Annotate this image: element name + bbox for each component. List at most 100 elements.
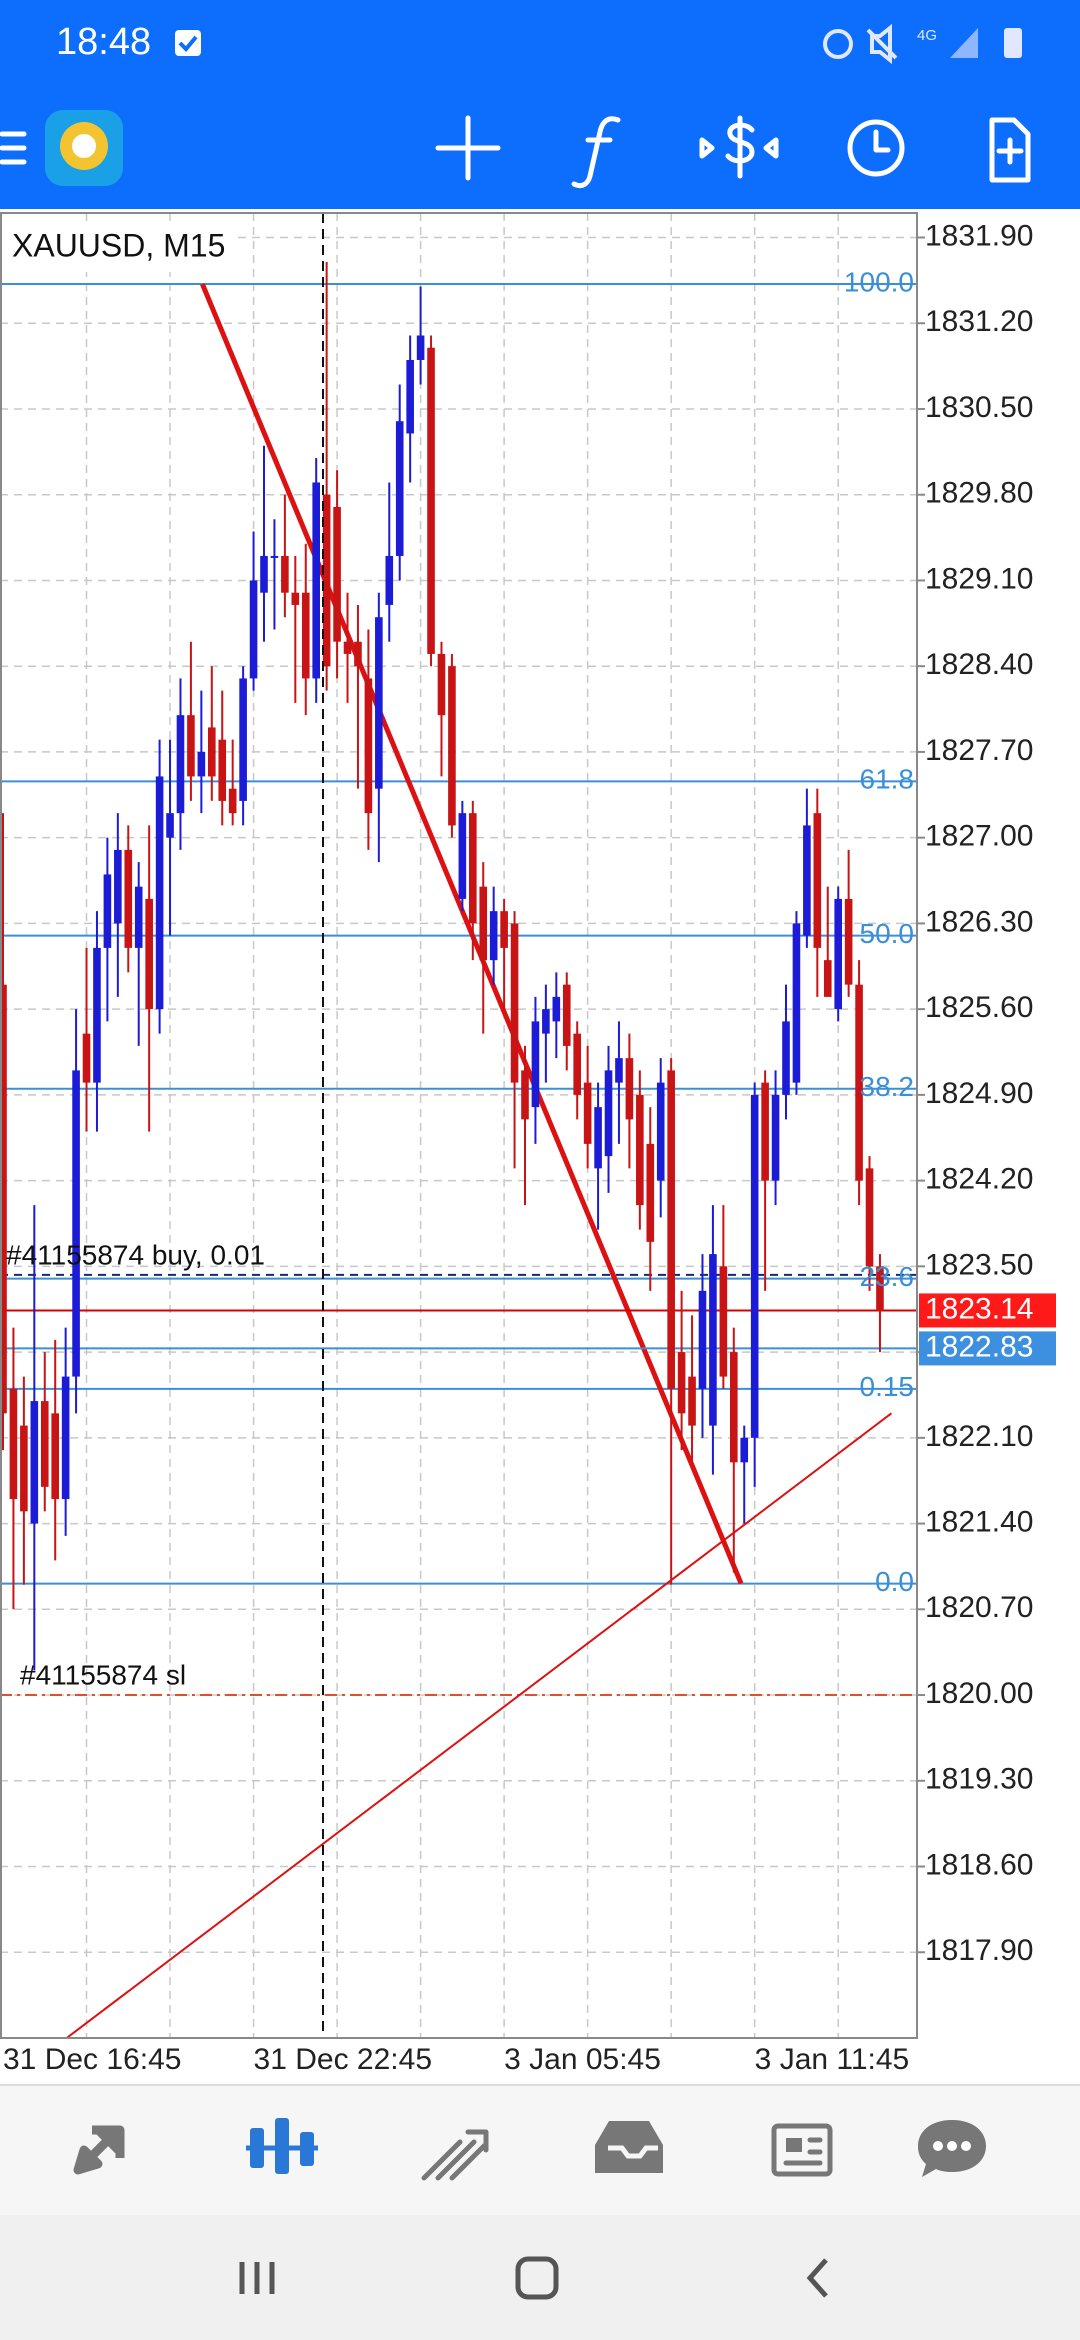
candle-body: [594, 1107, 602, 1169]
app-logo[interactable]: [45, 110, 123, 186]
plot-frame: [0, 212, 918, 2039]
y-tick-label: 1830.50: [925, 391, 1033, 424]
candle-body: [677, 1352, 686, 1414]
home-button[interactable]: [515, 2256, 559, 2300]
trade-button[interactable]: [699, 115, 779, 179]
candle-body: [625, 1058, 634, 1120]
back-button[interactable]: [806, 2258, 828, 2298]
candle-body: [865, 1168, 874, 1267]
fibo-label: 0.15: [860, 1371, 915, 1402]
system-nav: [0, 2215, 1080, 2340]
fibo-label: 100.0: [844, 266, 914, 297]
y-tick-label: 1824.90: [925, 1077, 1033, 1110]
battery-icon: [1004, 28, 1022, 58]
chart-title: XAUUSD, M15: [12, 227, 225, 263]
candle-body: [61, 1376, 70, 1500]
x-tick-label: 31 Dec 22:45: [254, 2043, 432, 2076]
candle-body: [301, 592, 310, 679]
indicators-button[interactable]: [571, 116, 621, 189]
y-tick-label: 1823.50: [925, 1248, 1033, 1281]
status-icon-check: [178, 35, 198, 52]
chat-tab[interactable]: [918, 2120, 986, 2177]
candle-body: [0, 984, 7, 1414]
candle-body: [730, 1352, 738, 1463]
candle-body: [93, 947, 101, 1083]
chart-tab[interactable]: [246, 2118, 318, 2174]
candle-body: [750, 1094, 759, 1438]
candle-body: [521, 1070, 529, 1120]
timeframe-button[interactable]: [847, 119, 905, 177]
x-tick-label: 3 Jan 05:45: [504, 2043, 661, 2076]
candle-body: [281, 555, 289, 593]
y-tick-label: 1820.00: [925, 1677, 1033, 1710]
candle-body: [187, 715, 195, 777]
y-tick-label: 1831.20: [925, 305, 1033, 338]
candle-body: [479, 886, 488, 961]
quotes-tab[interactable]: [73, 2125, 125, 2175]
candle-body: [364, 678, 373, 814]
candle-body: [82, 1033, 91, 1083]
candle-body: [134, 886, 143, 948]
x-tick-label: 31 Dec 16:45: [3, 2043, 181, 2076]
crosshair-button[interactable]: [435, 115, 501, 181]
candle-body: [30, 1401, 39, 1524]
order-label: #41155874 buy, 0.01: [6, 1239, 265, 1270]
candle-body: [562, 984, 571, 1046]
candle-body: [709, 1254, 717, 1426]
candle-body: [834, 898, 842, 1010]
candle-body: [114, 849, 122, 924]
candle-body: [469, 813, 477, 924]
candle-body: [740, 1437, 749, 1463]
y-tick-label: 1825.60: [925, 991, 1033, 1024]
candle-body: [20, 1425, 28, 1512]
candle-body: [771, 1094, 780, 1181]
candle-body: [208, 727, 216, 777]
candle-body: [531, 1021, 540, 1108]
candle-body: [124, 849, 133, 948]
order-label: #41155874 sl: [20, 1659, 186, 1690]
menu-button[interactable]: [0, 131, 27, 165]
news-tab[interactable]: [771, 2123, 833, 2177]
status-icon: [175, 30, 201, 56]
candle-body: [72, 1070, 80, 1377]
candle-body: [604, 1070, 613, 1157]
title-bg: [2, 222, 238, 272]
candle-body: [510, 923, 519, 1083]
trendline: [200, 283, 744, 1585]
signal-icon: [950, 28, 978, 58]
candle-body: [792, 923, 801, 1083]
candle-body: [761, 1082, 769, 1181]
candle-body: [698, 1290, 707, 1389]
candle-body: [636, 1094, 644, 1206]
candle-body: [458, 813, 467, 899]
y-tick-label: 1820.70: [925, 1591, 1033, 1624]
new-order-button[interactable]: [989, 117, 1031, 183]
candle-body: [688, 1376, 696, 1426]
fibo-label: 50.0: [860, 918, 915, 949]
candle-body: [552, 996, 561, 1022]
ask-label: 1822.83: [925, 1330, 1033, 1363]
candle-body: [813, 813, 822, 948]
candle-body: [51, 1413, 59, 1500]
candle-body: [719, 1266, 728, 1377]
candle-body: [354, 641, 362, 667]
x-tick-label: 3 Jan 11:45: [755, 2043, 910, 2076]
y-tick-label: 1817.90: [925, 1934, 1033, 1967]
ask-label-bg: [919, 1331, 1056, 1366]
candle-body: [615, 1058, 623, 1083]
candle-body: [427, 347, 435, 654]
history-tab[interactable]: [595, 2121, 663, 2173]
candle-body: [437, 653, 446, 716]
candle-body: [656, 1082, 665, 1181]
y-tick-label: 1819.30: [925, 1763, 1033, 1796]
candle-body: [333, 506, 341, 642]
bottom-nav: [0, 2085, 1080, 2215]
candle-body: [385, 555, 394, 605]
recents-button[interactable]: [239, 2262, 275, 2294]
candle-body: [395, 421, 404, 556]
trade-tab[interactable]: [421, 2129, 489, 2181]
candle-body: [876, 1266, 884, 1311]
candle-body: [291, 592, 300, 605]
candle-body: [844, 898, 853, 985]
y-tick-label: 1821.40: [925, 1505, 1033, 1538]
